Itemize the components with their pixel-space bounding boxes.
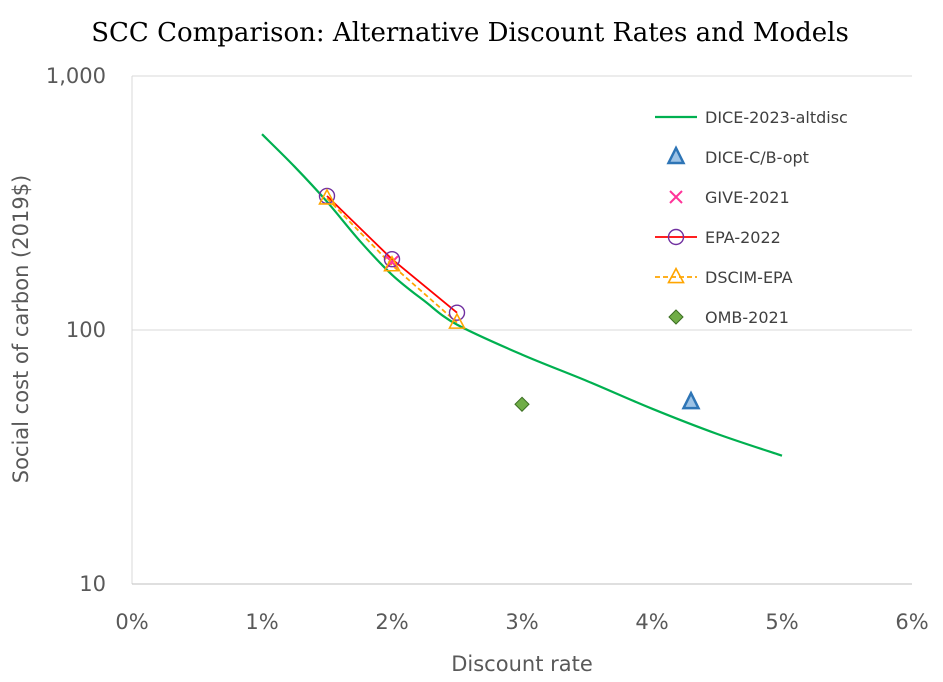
point-omb-2021 <box>514 396 530 412</box>
legend-label-dice-c-b-opt: DICE-C/B-opt <box>705 148 809 167</box>
point-dice-c-b-opt <box>681 390 701 410</box>
chart-title: SCC Comparison: Alternative Discount Rat… <box>91 18 849 48</box>
x-tick-label: 5% <box>765 610 798 634</box>
legend-marker-give-2021 <box>669 190 683 204</box>
x-tick-label: 2% <box>375 610 408 634</box>
x-tick-label: 3% <box>505 610 538 634</box>
legend-label-omb-2021: OMB-2021 <box>705 308 789 327</box>
legend-label-epa-2022: EPA-2022 <box>705 228 781 247</box>
legend-label-dscim-epa: DSCIM-EPA <box>705 268 793 287</box>
series-line-dscim-epa <box>326 197 458 324</box>
x-tick-label: 4% <box>635 610 668 634</box>
legend: DICE-2023-altdisc DICE-C/B-opt GIVE-2021 EP… <box>655 108 848 327</box>
point-epa-2022 <box>383 250 401 268</box>
series-line-epa-2022 <box>326 195 458 314</box>
legend-label-dice-2023-altdisc: DICE-2023-altdisc <box>705 108 848 127</box>
x-axis-label: Discount rate <box>451 652 593 676</box>
axes <box>131 76 912 585</box>
point-dscim-epa <box>318 188 336 205</box>
legend-marker-dice-c-b-opt <box>666 145 686 165</box>
legend-marker-epa-2022 <box>667 228 685 246</box>
legend-label-give-2021: GIVE-2021 <box>705 188 790 207</box>
series-line-dice-2023-altdisc <box>261 133 783 457</box>
point-dscim-epa <box>383 255 401 272</box>
x-tick-label: 1% <box>245 610 278 634</box>
y-tick-label: 100 <box>66 318 106 342</box>
point-epa-2022 <box>448 304 466 321</box>
x-tick-label: 0% <box>115 610 148 634</box>
y-axis-label: Social cost of carbon (2019$) <box>9 175 33 484</box>
legend-marker-dscim-epa <box>667 266 685 284</box>
y-tick-label: 1,000 <box>46 64 106 88</box>
x-tick-label: 6% <box>895 610 928 634</box>
y-tick-label: 10 <box>79 572 106 596</box>
plot-area <box>261 133 783 457</box>
tick-labels: 10 100 1,000 0% 1% 2% 3% 4% 5% 6% <box>46 64 929 634</box>
legend-marker-omb-2021 <box>668 309 684 325</box>
point-dscim-epa <box>448 312 466 329</box>
